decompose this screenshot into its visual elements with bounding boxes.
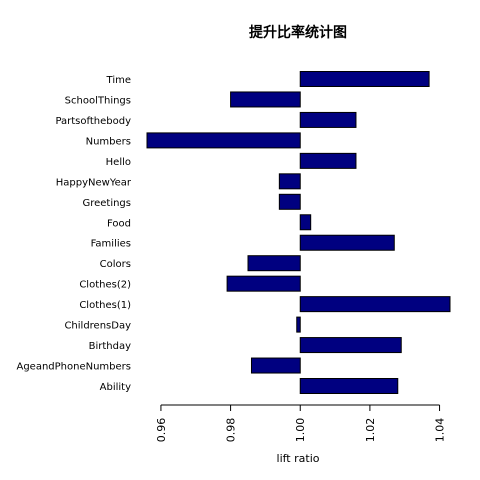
x-axis: 0.96 0.98 1.00 1.02 1.04 xyxy=(155,404,447,443)
bar-colors xyxy=(247,255,301,272)
bar-hello xyxy=(299,152,357,169)
x-axis-title: lift ratio xyxy=(277,452,320,465)
category-label: Numbers xyxy=(86,136,131,147)
category-label: Colors xyxy=(100,259,131,270)
bar-partsofthebody xyxy=(299,111,357,128)
x-tick-label: 1.00 xyxy=(294,418,307,443)
bars-group xyxy=(146,71,451,394)
chart-title: 提升比率统计图 xyxy=(249,24,347,41)
category-label: Clothes(1) xyxy=(79,300,131,311)
x-tick-label: 1.02 xyxy=(364,418,377,443)
category-label: HappyNewYear xyxy=(56,177,132,188)
category-label: SchoolThings xyxy=(65,95,131,106)
x-tick-label: 1.04 xyxy=(434,418,447,443)
category-label: Time xyxy=(106,75,131,86)
category-label: AgeandPhoneNumbers xyxy=(16,362,131,373)
category-label: Hello xyxy=(106,157,131,168)
category-label: Birthday xyxy=(89,341,131,352)
bar-schoolthings xyxy=(230,91,301,108)
bar-ability xyxy=(299,378,399,394)
category-labels: Time SchoolThings Partsofthebody Numbers Hel… xyxy=(16,75,131,393)
bar-clothes-1 xyxy=(299,296,451,313)
bar-happynewyear xyxy=(278,173,301,190)
category-label: Partsofthebody xyxy=(55,116,131,127)
x-tick-label: 0.98 xyxy=(225,418,238,443)
bar-clothes-2 xyxy=(226,275,301,292)
bar-greetings xyxy=(278,193,301,210)
category-label: Clothes(2) xyxy=(79,280,131,291)
bar-families xyxy=(299,234,395,251)
bar-birthday xyxy=(299,337,402,354)
category-label: Food xyxy=(107,218,131,229)
x-tick-label: 0.96 xyxy=(155,418,168,443)
category-label: Greetings xyxy=(82,198,131,209)
bar-time xyxy=(299,71,430,87)
category-label: Families xyxy=(91,239,131,250)
bar-ageandphonenumbers xyxy=(250,357,301,374)
bar-childrensday xyxy=(296,316,301,333)
category-label: ChildrensDay xyxy=(64,321,131,332)
category-label: Ability xyxy=(100,382,131,393)
bar-food xyxy=(299,214,312,231)
bar-numbers xyxy=(146,132,301,149)
